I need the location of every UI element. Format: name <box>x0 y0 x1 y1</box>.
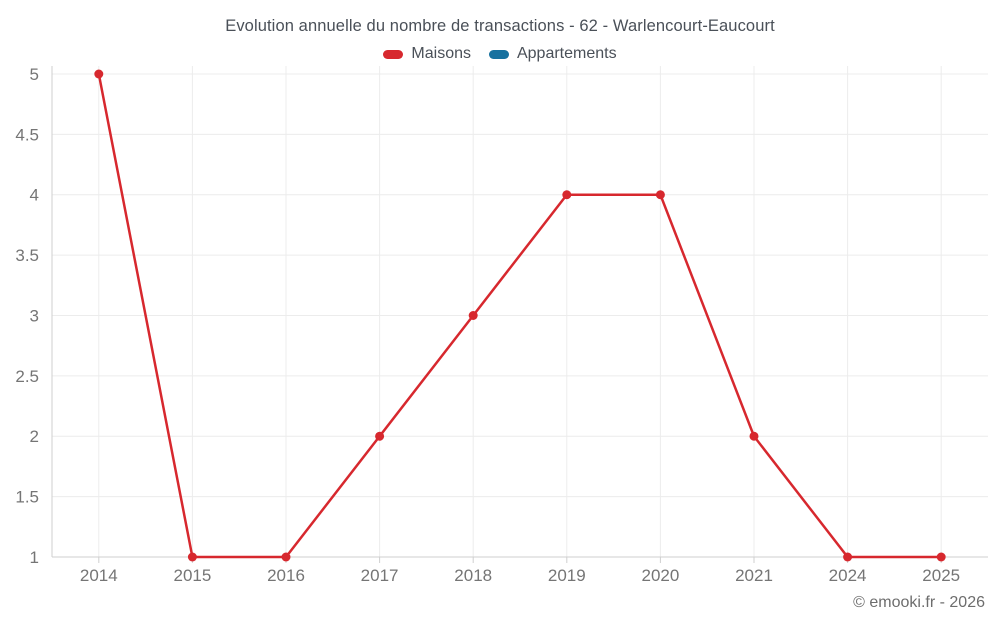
x-axis-label: 2015 <box>173 566 211 585</box>
appartements-swatch-icon <box>488 49 509 59</box>
y-axis-label: 2.5 <box>15 367 39 386</box>
legend-label-appartements: Appartements <box>516 45 617 62</box>
x-axis-label: 2017 <box>361 566 399 585</box>
y-axis-label: 4 <box>30 186 39 205</box>
legend-item-maisons[interactable]: Maisons <box>383 45 471 63</box>
maisons-line <box>97 72 943 559</box>
x-axis-label: 2020 <box>641 566 679 585</box>
x-axis-label: 2019 <box>548 566 586 585</box>
y-axis-label: 3.5 <box>15 246 39 265</box>
maisons-data-point-marker[interactable] <box>187 552 197 562</box>
y-axis-label: 2 <box>30 427 39 446</box>
x-axis-label: 2025 <box>922 566 960 585</box>
maisons-data-point-marker[interactable] <box>936 552 946 562</box>
legend-label-maisons: Maisons <box>411 45 471 62</box>
x-axis-label: 2018 <box>454 566 492 585</box>
legend-item-appartements[interactable]: Appartements <box>488 45 617 63</box>
maisons-swatch-icon <box>383 49 404 59</box>
maisons-data-point-marker[interactable] <box>843 552 853 562</box>
chart-title: Evolution annuelle du nombre de transact… <box>225 17 775 35</box>
maisons-data-point-marker[interactable] <box>375 431 385 441</box>
y-axis-label: 1.5 <box>15 488 39 507</box>
y-axis-label: 1 <box>30 548 39 567</box>
x-axis-label: 2024 <box>829 566 867 585</box>
maisons-data-point-marker[interactable] <box>468 311 478 320</box>
maisons-data-point-marker[interactable] <box>281 552 291 562</box>
y-axis-label: 5 <box>30 65 39 84</box>
y-axis-label: 4.5 <box>15 125 39 144</box>
x-axis-label: 2016 <box>267 566 305 585</box>
maisons-data-point-marker[interactable] <box>655 190 665 200</box>
y-axis-label: 3 <box>30 306 39 325</box>
maisons-data-point-marker[interactable] <box>562 190 572 200</box>
copyright-text: © emooki.fr - 2026 <box>853 594 985 611</box>
x-axis-label: 2014 <box>80 566 118 585</box>
maisons-data-point-marker[interactable] <box>749 431 759 441</box>
x-axis-label: 2021 <box>735 566 773 585</box>
maisons-data-point-marker[interactable] <box>94 69 104 79</box>
chart-legend: Maisons Appartements <box>0 45 1000 63</box>
